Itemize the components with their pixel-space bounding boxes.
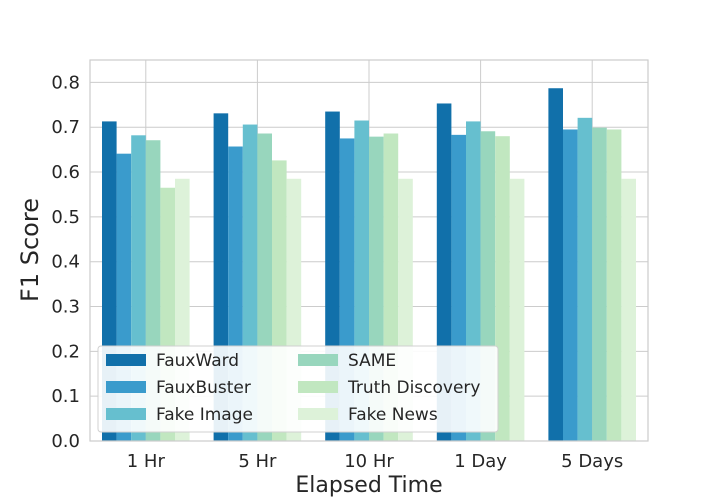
y-tick-labels: 0.0 0.1 0.2 0.3 0.4 0.5 0.6 0.7 0.8 (51, 72, 80, 452)
legend-label: Truth Discovery (347, 378, 480, 398)
y-tick-label: 0.6 (51, 162, 80, 183)
y-tick-label: 0.2 (51, 341, 80, 362)
y-axis-label: F1 Score (16, 198, 44, 302)
y-tick-label: 0.7 (51, 117, 80, 138)
legend-swatch (298, 408, 338, 420)
legend-label: FauxWard (156, 351, 239, 371)
bar (577, 117, 593, 441)
bar (563, 129, 578, 441)
plot-frame (89, 59, 649, 442)
legend-label: SAME (348, 351, 396, 371)
y-tick-label: 0.0 (51, 431, 80, 452)
x-tick-label: 5 Days (561, 451, 623, 472)
legend-swatch (106, 408, 146, 420)
x-tick-label: 1 Hr (127, 451, 166, 472)
legend-swatch (106, 354, 146, 366)
y-tick-label: 0.1 (51, 386, 80, 407)
legend-swatch (298, 354, 338, 366)
y-tick-label: 0.5 (51, 207, 80, 228)
y-tick-label: 0.8 (51, 72, 80, 93)
x-tick-labels: 1 Hr 5 Hr 10 Hr 1 Day 5 Days (127, 451, 624, 472)
y-tick-label: 0.3 (51, 297, 80, 318)
bar (495, 136, 510, 441)
legend-swatch (106, 381, 146, 393)
legend-label: Fake Image (156, 405, 253, 425)
legend-label: Fake News (348, 405, 438, 425)
legend-swatch (298, 381, 338, 393)
y-tick-label: 0.4 (51, 252, 80, 273)
x-tick-label: 5 Hr (238, 451, 277, 472)
bar (592, 127, 607, 441)
legend: FauxWard FauxBuster Fake Image SAME Truth Di… (97, 345, 499, 433)
x-tick-label: 10 Hr (344, 451, 394, 472)
bar (509, 178, 525, 441)
bar (606, 129, 622, 441)
x-axis-label: Elapsed Time (295, 473, 442, 498)
legend-label: FauxBuster (156, 378, 251, 398)
bar (548, 88, 563, 441)
bar (621, 178, 636, 441)
x-tick-label: 1 Day (454, 451, 507, 472)
